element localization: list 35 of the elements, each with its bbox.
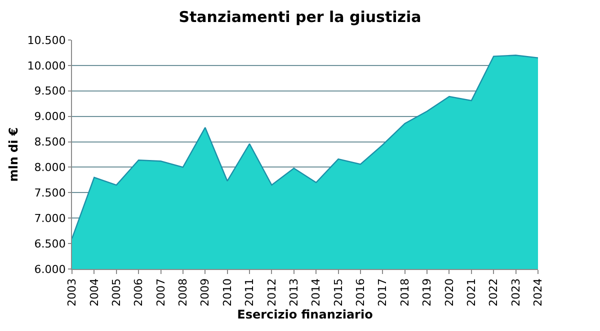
x-tick-label: 2016: [354, 278, 368, 306]
y-tick-label: 6.000: [34, 262, 66, 276]
x-tick-label: 2007: [154, 278, 168, 306]
x-tick-label: 2013: [287, 278, 300, 306]
x-tick-label: 2004: [88, 278, 101, 306]
y-tick-label: 10.500: [27, 34, 66, 47]
y-axis-title: mln di €: [6, 127, 21, 182]
x-tick-label: 2015: [332, 278, 345, 306]
x-tick-label: 2017: [376, 278, 390, 306]
y-tick-label: 9.000: [34, 110, 66, 124]
chart-title: Stanziamenti per la giustizia: [178, 8, 422, 26]
y-tick-label: 7.500: [34, 186, 66, 200]
x-axis-title: Esercizio finanziario: [237, 307, 373, 322]
y-tick-label: 6.500: [34, 237, 66, 250]
x-tick-label: 2006: [132, 278, 146, 306]
x-tick-label: 2003: [66, 278, 79, 306]
x-tick-label: 2005: [110, 278, 123, 306]
x-tick-label: 2020: [442, 278, 456, 306]
y-tick-label: 8.000: [34, 161, 66, 174]
x-tick-label: 2021: [465, 278, 478, 306]
y-tick-label: 10.000: [27, 59, 66, 72]
x-tick-label: 2014: [310, 278, 323, 306]
x-tick-label: 2008: [176, 278, 190, 306]
y-tick-label: 9.500: [34, 84, 66, 98]
x-tick-label: 2011: [243, 278, 256, 306]
x-tick-label: 2009: [198, 278, 212, 306]
y-tick-label: 8.500: [34, 136, 66, 149]
x-tick-label: 2018: [398, 278, 412, 306]
x-tick-label: 2019: [420, 278, 434, 306]
x-tick-label: 2010: [220, 278, 234, 306]
x-tick-label: 2023: [509, 278, 522, 306]
y-tick-label: 7.000: [34, 212, 66, 225]
x-tick-label: 2012: [265, 278, 278, 306]
x-tick-label: 2022: [487, 278, 500, 306]
x-tick-label: 2024: [532, 278, 545, 306]
